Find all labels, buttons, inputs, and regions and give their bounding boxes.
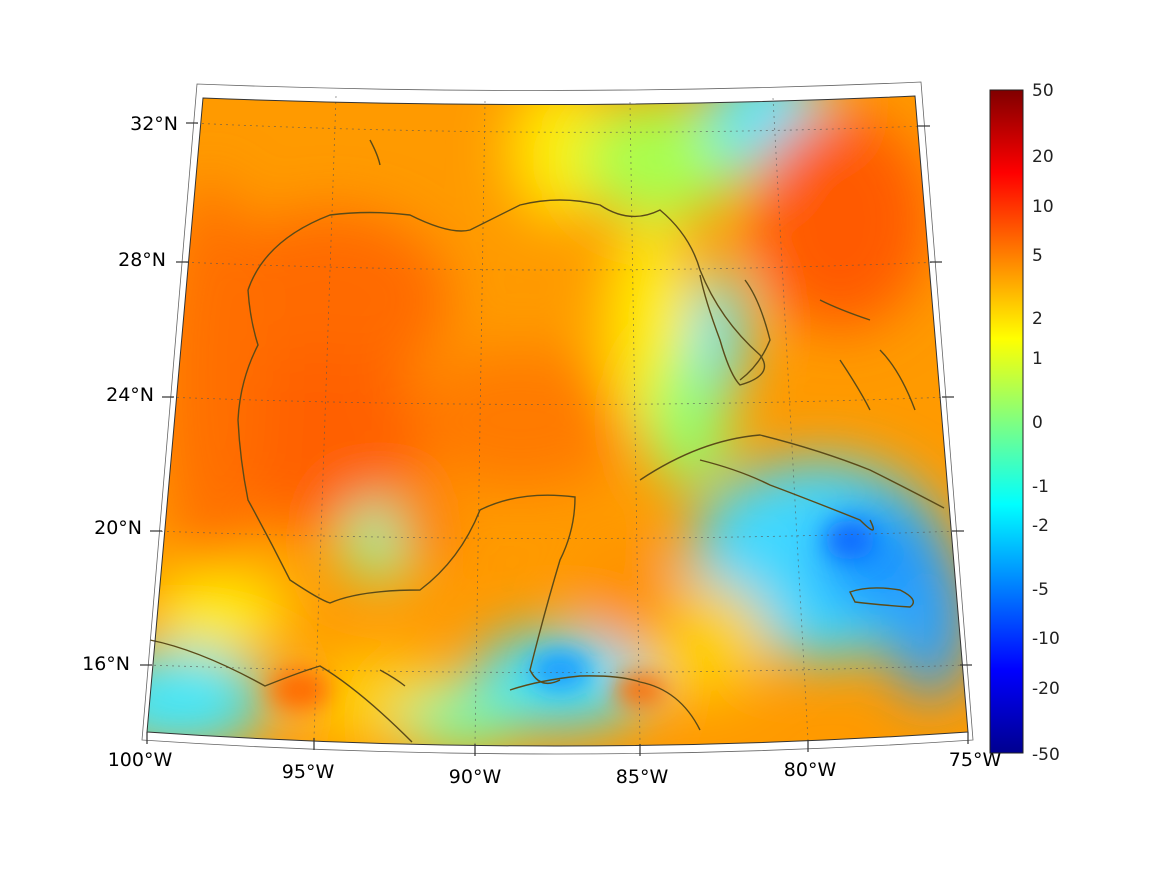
colorbar-tick: -50	[1032, 745, 1060, 765]
lat-label-28n: 28°N	[118, 249, 166, 271]
lon-label-75w: 75°W	[949, 749, 1002, 771]
lat-label-24n: 24°N	[106, 384, 154, 406]
coastlines	[149, 139, 945, 743]
colorbar-tick: 0	[1032, 413, 1043, 433]
graticule	[147, 95, 967, 745]
colorbar-tick: 2	[1032, 309, 1043, 329]
lon-label-85w: 85°W	[616, 766, 669, 788]
lon-label-95w: 95°W	[282, 761, 335, 783]
lon-label-80w: 80°W	[784, 759, 837, 781]
colorbar-tick: 1	[1032, 349, 1043, 369]
colorbar-tick: 20	[1032, 147, 1054, 167]
longitude-labels: 100°W 95°W 90°W 85°W 80°W 75°W	[108, 749, 1002, 788]
colorbar-gradient	[989, 89, 1024, 754]
lat-label-16n: 16°N	[82, 653, 130, 675]
colorbar-tick: 5	[1032, 246, 1043, 266]
colorbar-tick: -20	[1032, 679, 1060, 699]
lat-label-32n: 32°N	[130, 113, 178, 135]
colorbar-tick: 10	[1032, 197, 1054, 217]
map-frame-outer	[141, 81, 974, 755]
colorbar-tick: -2	[1032, 516, 1049, 536]
colorbar-tick: 50	[1032, 81, 1054, 101]
lon-label-100w: 100°W	[108, 749, 173, 771]
lon-label-90w: 90°W	[449, 766, 502, 788]
lat-label-20n: 20°N	[94, 517, 142, 539]
heatmap-field	[147, 96, 968, 746]
colorbar-tick: -5	[1032, 580, 1049, 600]
colorbar-tick: -10	[1032, 629, 1060, 649]
colorbar: 50 20 10 5 2 1 0 -1 -2 -5 -10 -20 -50	[989, 81, 1060, 765]
frame-ticks	[140, 122, 972, 756]
map-frame	[146, 95, 969, 747]
colorbar-tick-labels: 50 20 10 5 2 1 0 -1 -2 -5 -10 -20 -50	[1032, 81, 1060, 765]
colorbar-tick: -1	[1032, 477, 1049, 497]
latitude-labels: 32°N 28°N 24°N 20°N 16°N	[82, 113, 178, 675]
